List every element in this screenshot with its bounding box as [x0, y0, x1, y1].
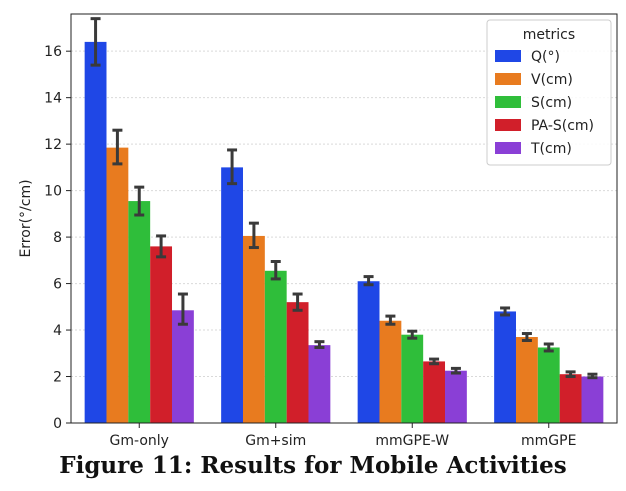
legend-label: S(cm): [531, 95, 572, 111]
bar: [128, 201, 151, 423]
bar: [401, 334, 424, 423]
bar: [84, 41, 107, 424]
legend-label: Q(°): [531, 49, 560, 65]
y-tick-label: 14: [44, 91, 62, 107]
legend-swatch: [495, 119, 521, 131]
bar: [494, 311, 516, 423]
x-tick-label: Gm-only: [110, 433, 169, 449]
bar: [172, 310, 194, 423]
bar: [150, 246, 173, 423]
legend-items: Q(°) V(cm) S(cm) PA-S(cm) T(cm): [495, 49, 594, 157]
y-tick-label: 12: [44, 137, 62, 153]
bar: [286, 302, 309, 423]
bar: [357, 281, 380, 423]
legend-label: T(cm): [530, 141, 572, 157]
bar: [559, 374, 582, 423]
legend: metrics Q(°) V(cm) S(cm) PA-S(cm) T(cm): [486, 19, 612, 166]
legend-swatch: [495, 142, 521, 154]
y-tick-label: 16: [44, 44, 62, 60]
bar: [423, 361, 446, 423]
legend-swatch: [495, 96, 521, 108]
legend-swatch: [495, 50, 521, 62]
bar: [445, 370, 467, 423]
bars: [84, 41, 604, 424]
bar: [242, 235, 265, 423]
legend-label: V(cm): [531, 72, 573, 88]
y-axis-label: Error(°/cm): [18, 179, 34, 257]
y-tick-label: 8: [53, 230, 62, 246]
y-tick-label: 0: [53, 416, 62, 432]
legend-label: PA-S(cm): [531, 118, 594, 134]
error-bars: [90, 17, 598, 380]
figure-caption: Figure 11: Results for Mobile Activities: [59, 452, 567, 479]
bar: [515, 337, 538, 423]
bar: [537, 347, 560, 423]
x-tick-label: Gm+sim: [245, 433, 306, 449]
y-tick-label: 4: [53, 323, 62, 339]
x-axis-ticks: Gm-only Gm+sim mmGPE-W mmGPE: [110, 423, 576, 449]
bar: [106, 147, 129, 423]
bar: [308, 345, 331, 423]
legend-swatch: [495, 73, 521, 85]
bar: [221, 167, 243, 423]
y-axis-ticks: 0 2 4 6 8 10 12 14 16: [44, 44, 71, 432]
plot-frame: [70, 13, 618, 424]
bar: [264, 270, 287, 423]
bar: [581, 376, 604, 423]
legend-title: metrics: [523, 27, 575, 43]
y-tick-label: 2: [53, 370, 62, 386]
y-tick-label: 10: [44, 184, 62, 200]
y-tick-label: 6: [53, 277, 62, 293]
x-tick-label: mmGPE: [521, 433, 576, 449]
x-tick-label: mmGPE-W: [375, 433, 449, 449]
bar: [379, 320, 402, 423]
